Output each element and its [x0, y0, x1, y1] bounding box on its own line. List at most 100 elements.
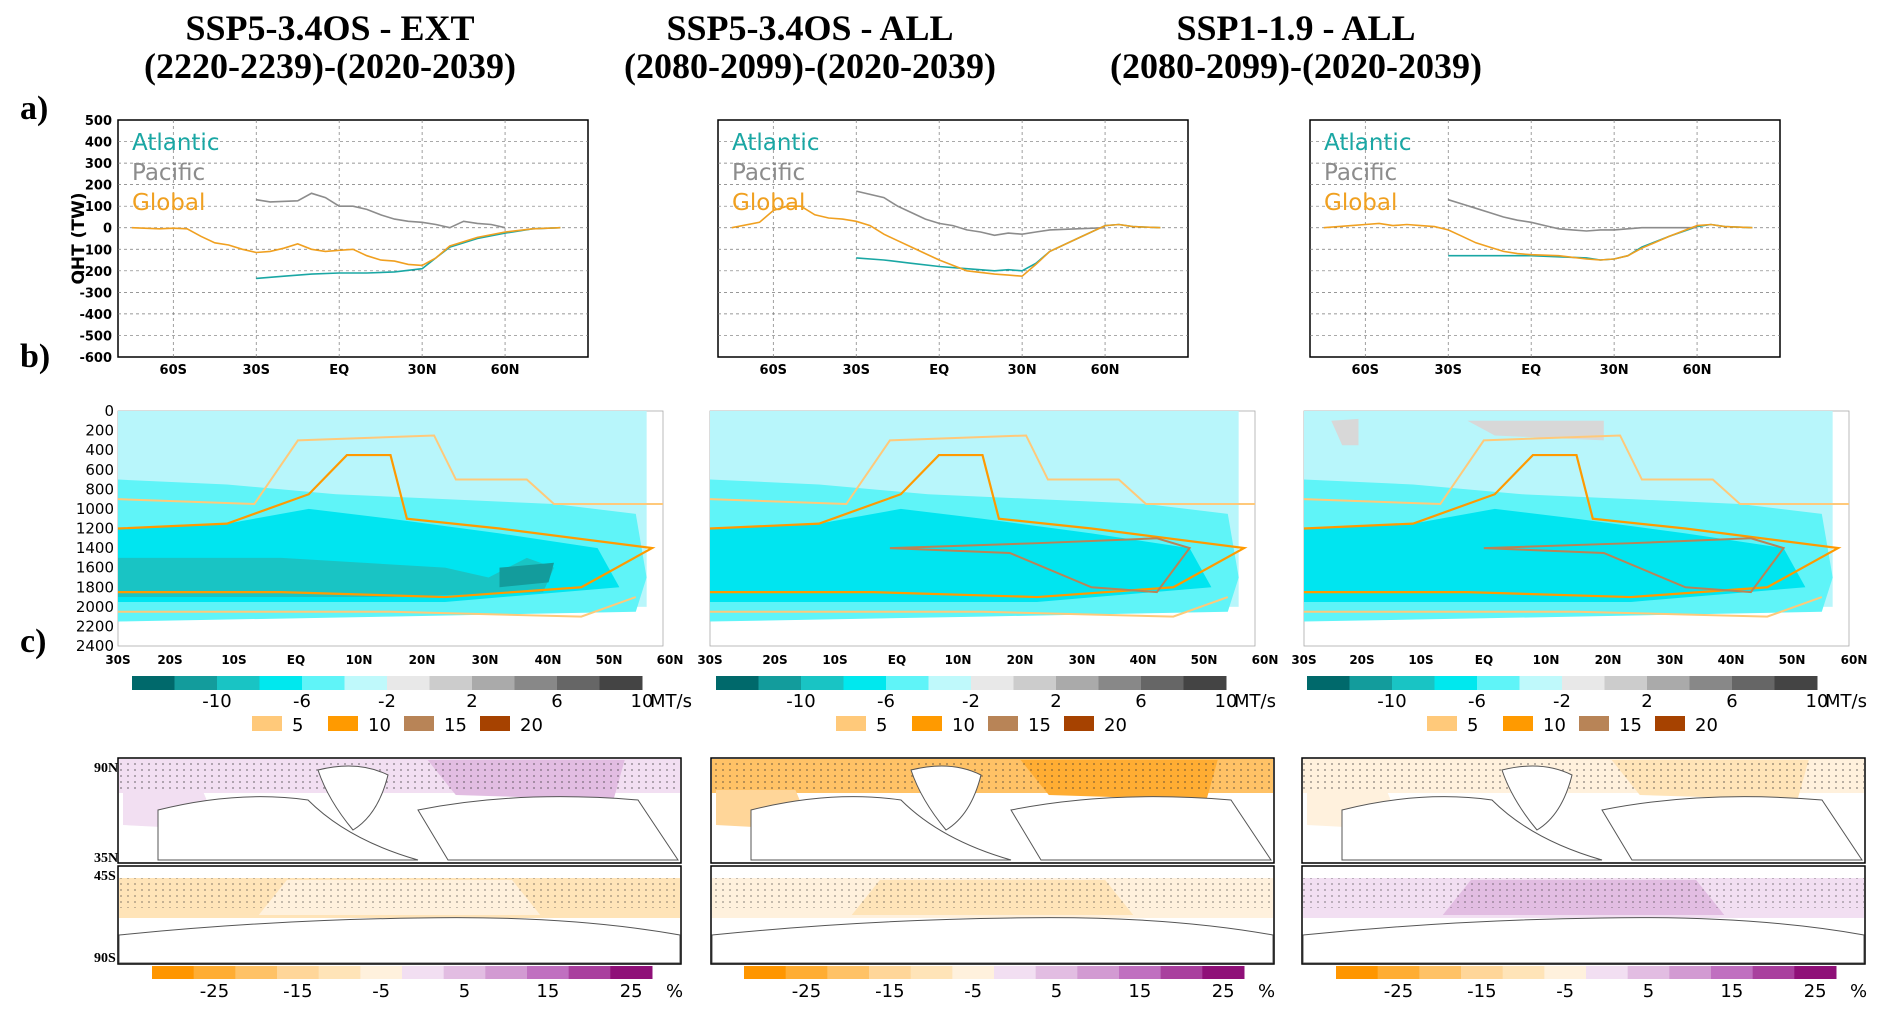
colorbar-swatch — [928, 676, 972, 690]
colorbar-swatch — [1202, 966, 1245, 979]
contour-legend-swatch — [1064, 716, 1094, 731]
column-title-line2: (2080-2099)-(2020-2039) — [624, 46, 996, 86]
x-tick-label: 30N — [472, 653, 499, 667]
colorbar-tick: -15 — [283, 981, 312, 1002]
colorbar-swatch — [557, 676, 600, 690]
legend-pacific: Pacific — [1324, 160, 1397, 186]
x-tick-label: 60S — [1352, 363, 1379, 378]
x-tick-label: 60S — [760, 363, 787, 378]
x-tick-label: 30N — [1657, 653, 1684, 667]
colorbar-unit: % — [1850, 981, 1867, 1002]
colorbar-swatch — [1307, 676, 1350, 690]
colorbar-swatch — [485, 966, 528, 979]
atlantic-series-line — [256, 226, 561, 280]
antarctica-outline — [118, 917, 681, 964]
anomaly-shading-strong — [1304, 508, 1806, 602]
colorbar-tick: -10 — [1377, 691, 1406, 712]
colorbar-swatch — [1586, 966, 1629, 979]
significance-stippling — [712, 759, 1273, 793]
colorbar-swatch — [716, 676, 759, 690]
colorbar-swatch — [318, 966, 361, 979]
oht-panel-1: 60S 30S EQ 30N 60N 500 400 300 200 100 0 -100 -200 -3… — [69, 114, 589, 378]
y-tick-label: 1800 — [76, 578, 114, 596]
colorbar-swatch — [429, 676, 473, 690]
greenland-outline — [1501, 765, 1573, 831]
colorbar-swatch — [527, 966, 570, 979]
significance-stippling — [1303, 878, 1864, 908]
colorbar-swatch — [1502, 966, 1545, 979]
colorbar-tick: -10 — [786, 691, 815, 712]
colorbar-swatch — [1336, 966, 1379, 979]
y-tick-label: 600 — [85, 461, 114, 479]
moc-panel-2: 30S 20S 10S EQ 10N 20N 30N 40N 50N 60N -10 -6 -2 2 6 10… — [697, 410, 1278, 736]
x-tick-label: 20N — [1007, 653, 1034, 667]
colorbar-swatch — [971, 676, 1014, 690]
colorbar-swatch — [1732, 676, 1775, 690]
x-tick-label: EQ — [888, 653, 906, 667]
contour-5 — [1304, 596, 1823, 618]
anomaly-shading-strong — [710, 508, 1212, 602]
contour-legend-label: 20 — [1104, 715, 1127, 736]
y-tick-label: 2400 — [76, 637, 114, 655]
x-tick-label: 60N — [1091, 363, 1120, 378]
contour-5 — [1303, 434, 1849, 506]
colorbar-tick: 10 — [631, 691, 654, 712]
column-title-line2: (2220-2239)-(2020-2039) — [144, 46, 516, 86]
x-tick-label: 30S — [1435, 363, 1462, 378]
colorbar-swatch — [193, 966, 236, 979]
colorbar-tick: 15 — [1720, 981, 1743, 1002]
colorbar-swatch — [443, 966, 486, 979]
colorbar-tick: -2 — [1553, 691, 1571, 712]
colorbar-tick: -6 — [1468, 691, 1486, 712]
colorbar-swatch — [827, 966, 870, 979]
colorbar-tick: -15 — [875, 981, 904, 1002]
contour-legend-swatch — [836, 716, 866, 731]
y-tick-label: -100 — [79, 243, 112, 258]
oht-panel-2: 60S 30S EQ 30N 60N Atlantic Pacific Global — [717, 119, 1189, 378]
y-tick-label: 1200 — [76, 520, 114, 538]
colorbar-tick: 2 — [466, 691, 477, 712]
x-tick-label: 30N — [408, 363, 437, 378]
y-tick-label: 100 — [85, 200, 112, 215]
x-tick-label: 40N — [1718, 653, 1745, 667]
x-tick-label: EQ — [287, 653, 305, 667]
colorbar-tick: 2 — [1050, 691, 1061, 712]
colorbar-swatch — [801, 676, 844, 690]
colorbar-swatch — [1544, 966, 1587, 979]
contour-legend-label: 15 — [444, 715, 467, 736]
colorbar-tick: 5 — [459, 981, 470, 1002]
colorbar-swatch — [1669, 966, 1712, 979]
colorbar-swatch — [1477, 676, 1520, 690]
contour-legend-swatch — [1579, 716, 1609, 731]
x-tick-label: 10S — [822, 653, 847, 667]
x-tick-label: EQ — [329, 363, 349, 378]
x-tick-label: 20N — [409, 653, 436, 667]
contour-legend-swatch — [988, 716, 1018, 731]
colorbar-unit: MT/s — [1234, 691, 1276, 712]
y-tick-label: -600 — [79, 351, 112, 366]
global-series-line — [131, 226, 561, 267]
global-series-line — [1323, 222, 1753, 261]
colorbar-tick: 2 — [1641, 691, 1652, 712]
anomaly-shading-very-strong — [118, 557, 554, 598]
colorbar-tick: -15 — [1467, 981, 1496, 1002]
legend-global: Global — [732, 190, 805, 216]
column-title-line1: SSP5-3.4OS - EXT — [185, 8, 474, 48]
y-tick-label: 500 — [85, 114, 112, 129]
colorbar-swatch — [1434, 676, 1478, 690]
positive-anomaly-patch — [1331, 418, 1359, 446]
colorbar-swatch — [610, 966, 653, 979]
colorbar-swatch — [1604, 676, 1648, 690]
colorbar-tick: 10 — [1806, 691, 1829, 712]
contour-10 — [117, 453, 656, 599]
contour-5 — [710, 596, 1229, 618]
contour-legend-swatch — [480, 716, 510, 731]
contour-10 — [709, 453, 1248, 599]
y-tick-label: -300 — [79, 286, 112, 301]
colorbar-swatch — [1035, 966, 1078, 979]
x-tick-label: 30N — [1008, 363, 1037, 378]
contour-5 — [709, 434, 1255, 506]
colorbar-tick: 10 — [1215, 691, 1238, 712]
x-tick-label: 40N — [1130, 653, 1157, 667]
